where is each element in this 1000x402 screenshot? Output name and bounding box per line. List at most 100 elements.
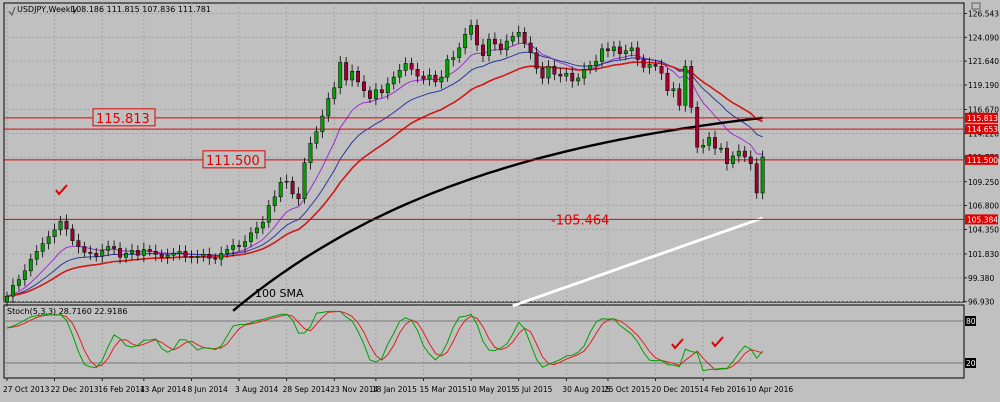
time-tick-label: 10 May 2015	[467, 385, 516, 394]
time-tick-label: 22 Dec 2013	[51, 385, 99, 394]
time-tick-label: 16 Feb 2014	[98, 385, 145, 394]
candle-body	[510, 35, 515, 42]
price-axis: 126.543124.090121.640119.190116.670114.2…	[964, 9, 999, 307]
time-tick-label: 3 Aug 2014	[235, 385, 278, 394]
stoch-level-tag	[965, 316, 976, 326]
candle-body	[284, 181, 289, 183]
level-label: 115.813	[96, 112, 150, 127]
candle-body	[112, 246, 117, 249]
candle-body	[451, 57, 456, 60]
candle-body	[641, 59, 646, 68]
candle-body	[725, 147, 729, 164]
time-tick-label: 13 Apr 2014	[140, 385, 187, 394]
stochastic-pane	[3, 304, 965, 379]
candle-body	[742, 150, 747, 158]
candle-body	[249, 232, 253, 242]
candle-body	[534, 52, 539, 69]
chart-title: USDJPY,Weekly	[17, 5, 78, 14]
candle-body	[189, 255, 194, 258]
time-tick-label: 25 Oct 2015	[604, 385, 651, 394]
candle-body	[522, 32, 527, 44]
candle-body	[379, 89, 384, 93]
candle-body	[22, 270, 27, 280]
candle-body	[314, 131, 319, 144]
candle-body	[683, 66, 688, 106]
candle-body	[475, 25, 480, 46]
candle-body	[141, 249, 146, 256]
candle-body	[147, 249, 152, 252]
level-price-tag	[965, 154, 998, 165]
price-tick-label: 119.190	[968, 81, 999, 90]
level-price-tag-label: 111.500	[967, 156, 998, 165]
candle-body	[481, 44, 485, 56]
price-tick-label: 109.250	[968, 178, 999, 187]
candle-body	[385, 83, 390, 93]
candle-body	[552, 66, 557, 75]
check-mark-icon	[671, 338, 684, 350]
candle-body	[171, 253, 176, 256]
candle-body	[296, 193, 301, 200]
level-price-tag-label: 105.384	[967, 215, 998, 224]
candle-body	[165, 255, 170, 258]
candle-body	[736, 150, 741, 157]
price-tick-label: 99.380	[968, 274, 994, 283]
candle-body	[124, 253, 128, 258]
candle-body	[671, 88, 676, 91]
candle-body	[647, 64, 652, 68]
candle-body	[350, 70, 355, 81]
stochastic-axis: 80 20	[965, 316, 976, 368]
candle-body	[5, 295, 9, 303]
candle-body	[82, 246, 87, 253]
candle-body	[659, 66, 664, 74]
candle-body	[225, 249, 230, 254]
time-tick-label: 20 Dec 2015	[652, 385, 700, 394]
check-mark-icon	[711, 336, 724, 348]
candle-body	[427, 74, 432, 80]
level-price-tag	[965, 124, 998, 135]
window-restore-icon[interactable]	[971, 2, 981, 10]
stoch-signal-line	[6, 310, 763, 371]
candle-body	[397, 70, 402, 78]
candle-body	[463, 33, 468, 49]
candle-body	[546, 66, 551, 79]
candle-body	[130, 250, 134, 254]
candle-body	[344, 62, 349, 81]
candle-body	[368, 90, 372, 99]
candle-body	[498, 43, 503, 51]
stoch-level-tag-label: 80	[966, 317, 976, 326]
candle-body	[421, 75, 426, 80]
candle-body	[391, 76, 396, 85]
time-tick-label: 8 Jun 2014	[187, 385, 228, 394]
candle-body	[558, 73, 563, 77]
candle-body	[629, 47, 634, 52]
candle-body	[34, 251, 39, 260]
candle-body	[469, 25, 474, 35]
candle-body	[695, 107, 700, 148]
price-tick-label: 106.800	[968, 202, 999, 211]
candle-body	[177, 251, 182, 254]
candle-body	[433, 74, 438, 83]
stochastic-lines	[6, 310, 763, 372]
level-price-tag-label: 115.813	[967, 114, 998, 123]
candle-body	[707, 137, 712, 146]
candle-body	[617, 46, 622, 54]
candle-body	[28, 258, 33, 272]
price-tick-label: 124.090	[968, 33, 999, 42]
time-tick-label: 18 Jan 2015	[372, 385, 417, 394]
candle-body	[564, 72, 569, 77]
candle-body	[594, 61, 598, 66]
sma-200-line	[512, 216, 764, 308]
candle-body	[266, 205, 271, 223]
candle-body	[195, 255, 200, 258]
candle-body	[159, 254, 164, 258]
sma-100-line	[232, 116, 763, 312]
candle-body	[278, 181, 283, 198]
horizontal-levels: 115.813 111.500 -105.464	[4, 108, 964, 228]
level-price-tag	[965, 214, 998, 225]
title-arrow-icon	[8, 6, 16, 17]
candle-body	[231, 245, 236, 250]
candle-body	[94, 253, 99, 257]
level-price-tag-label: 114.653	[967, 125, 998, 134]
candle-body	[58, 220, 63, 231]
candle-body	[665, 72, 670, 91]
